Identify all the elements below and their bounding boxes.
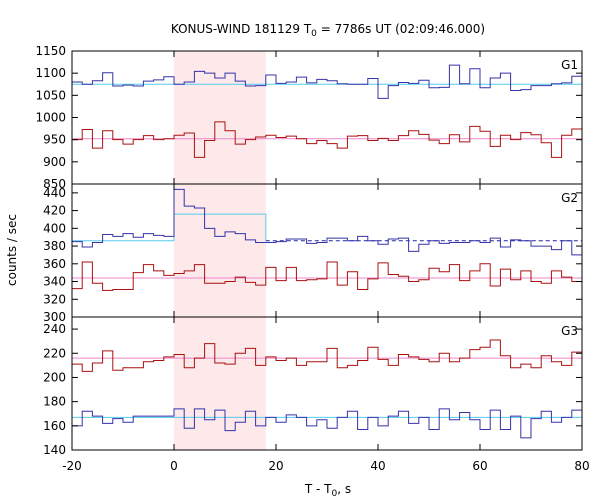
- x-tick-label: 40: [370, 459, 385, 473]
- x-axis-label-subscript: 0: [332, 489, 338, 499]
- lightcurve-g3-series-2: [72, 408, 582, 439]
- y-tick-label: 1100: [35, 66, 66, 80]
- panel-frame-g1: [71, 50, 583, 185]
- lightcurve-g2-series-1: [72, 188, 582, 256]
- x-tick-label: 20: [268, 459, 283, 473]
- y-tick-label: 1150: [35, 44, 66, 58]
- x-tick-label: 60: [472, 459, 487, 473]
- y-tick-label: 440: [43, 186, 66, 200]
- y-tick-label: 300: [43, 310, 66, 324]
- chart-title: KONUS-WIND 181129 T0 = 7786s UT (02:09:4…: [171, 22, 485, 39]
- chart-title-main: KONUS-WIND 181129 T: [171, 22, 312, 36]
- panel-frame-g2: [71, 183, 583, 318]
- y-tick-label: 400: [43, 221, 66, 235]
- y-tick-label: 140: [43, 443, 66, 457]
- x-tick-label: 80: [574, 459, 589, 473]
- x-axis-label-main: T - T: [304, 482, 332, 496]
- lightcurve-g3-series-1: [72, 339, 582, 372]
- axis-ticks: [71, 50, 583, 451]
- y-tick-label: 180: [43, 395, 66, 409]
- burst-interval-highlight: [174, 51, 266, 450]
- chart-title-rest: = 7786s UT (02:09:46.000): [317, 22, 485, 36]
- y-tick-label: 320: [43, 292, 66, 306]
- y-tick-label: 950: [43, 133, 66, 147]
- x-tick-label: 0: [170, 459, 178, 473]
- lightcurve-g1-series-1: [72, 64, 582, 99]
- x-axis-label-rest: , s: [337, 482, 351, 496]
- lightcurve-g1-series-2: [72, 121, 582, 158]
- plot-lines: [72, 64, 582, 439]
- y-tick-label: 900: [43, 155, 66, 169]
- panel-frame-g3: [71, 316, 583, 451]
- y-tick-label: 220: [43, 346, 66, 360]
- x-axis-label: T - T0, s: [304, 482, 351, 499]
- y-tick-label: 420: [43, 204, 66, 218]
- axis-labels: G11150110010501000950900850G244042040038…: [35, 44, 589, 473]
- y-tick-label: 1050: [35, 88, 66, 102]
- panel-label-g3: G3: [561, 324, 578, 338]
- y-tick-label: 160: [43, 419, 66, 433]
- chart-title-subscript: 0: [311, 29, 317, 39]
- y-axis-label: counts / sec: [5, 214, 19, 286]
- y-tick-label: 1000: [35, 111, 66, 125]
- y-tick-label: 380: [43, 239, 66, 253]
- panel-label-g2: G2: [561, 191, 578, 205]
- y-tick-label: 200: [43, 370, 66, 384]
- y-tick-label: 240: [43, 322, 66, 336]
- y-tick-label: 850: [43, 177, 66, 191]
- y-tick-label: 340: [43, 275, 66, 289]
- panel-label-g1: G1: [561, 58, 578, 72]
- panel-frames: [71, 50, 583, 451]
- x-tick-label: -20: [62, 459, 82, 473]
- lightcurve-g2-series-2: [72, 261, 582, 291]
- y-tick-label: 360: [43, 257, 66, 271]
